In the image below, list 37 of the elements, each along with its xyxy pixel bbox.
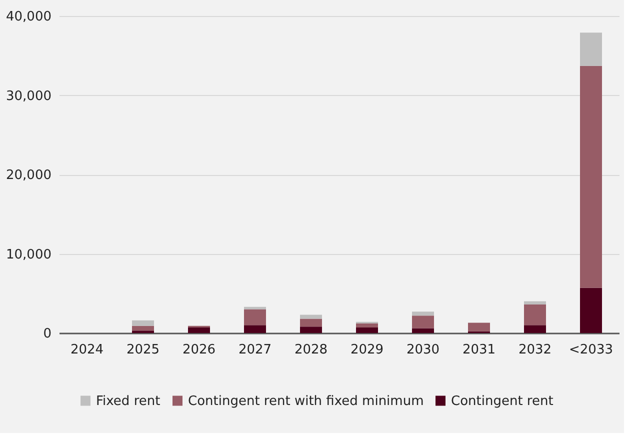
y-tick-label: 10,000 [6, 247, 52, 262]
bar [356, 327, 378, 333]
x-tick-label: 2029 [350, 342, 384, 358]
x-tick-label: 2025 [126, 342, 160, 358]
x-tick-label: 2030 [406, 342, 440, 358]
legend-label: Contingent rent [451, 394, 554, 409]
bar [580, 66, 602, 288]
bar [412, 316, 434, 328]
bar [412, 328, 434, 333]
y-tick-label: 0 [43, 326, 52, 342]
bar [580, 32, 602, 66]
bar [356, 323, 378, 328]
bar [300, 318, 322, 327]
bar [188, 327, 210, 333]
bar [300, 326, 322, 333]
y-tick-label: 40,000 [6, 10, 52, 24]
bar [524, 304, 546, 326]
x-tick-label: <2033 [569, 342, 613, 358]
x-tick-label: 2026 [182, 342, 216, 358]
y-tick-label: 20,000 [6, 168, 52, 183]
x-tick-label: 2028 [294, 342, 328, 358]
bar [580, 288, 602, 333]
bar [132, 320, 154, 326]
bar [244, 309, 266, 326]
legend-label: Fixed rent [96, 394, 160, 409]
bar [524, 301, 546, 304]
bar [412, 312, 434, 316]
bar [244, 325, 266, 333]
bar [468, 322, 490, 332]
bar [524, 325, 546, 333]
x-tick-label: 2032 [518, 342, 552, 358]
legend-label: Contingent rent with fixed minimum [188, 394, 424, 409]
x-tick-label: 2024 [70, 342, 104, 358]
bar [132, 326, 154, 331]
y-tick-label: 30,000 [6, 88, 52, 104]
x-tick-label: 2027 [238, 342, 272, 358]
x-tick-label: 2031 [462, 342, 496, 358]
